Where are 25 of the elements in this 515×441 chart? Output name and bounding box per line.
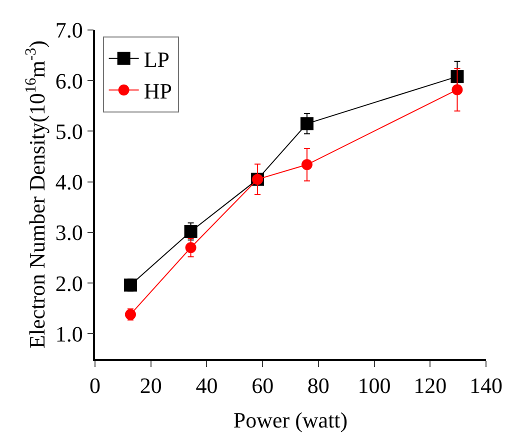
y-tick-label: 7.0 xyxy=(55,18,83,43)
x-tick-label: 80 xyxy=(307,373,330,398)
y-tick-label: 2.0 xyxy=(55,270,83,296)
y-tick-label: 6.0 xyxy=(55,68,83,94)
point xyxy=(184,224,198,238)
point xyxy=(185,242,196,254)
y-tick-label: 1.0 xyxy=(55,321,83,346)
x-tick-label: 60 xyxy=(252,373,274,398)
point xyxy=(450,70,464,84)
point xyxy=(452,84,463,96)
x-tick-label: 140 xyxy=(470,373,502,398)
x-tick-label: 100 xyxy=(358,373,391,398)
x-tick-label: 20 xyxy=(140,373,162,398)
legend-label: HP xyxy=(144,78,172,104)
x-tick-label: 0 xyxy=(90,373,100,398)
legend-label: LP xyxy=(144,46,170,72)
y-tick-label: 3.0 xyxy=(55,220,83,246)
x-tick-label: 120 xyxy=(414,373,447,398)
y-tick-label: 5.0 xyxy=(55,118,83,144)
x-tick-label: 40 xyxy=(196,373,218,398)
point xyxy=(301,159,312,170)
point xyxy=(124,278,137,292)
x-axis-title: Power (watt) xyxy=(233,408,348,433)
point xyxy=(300,117,314,130)
y-tick-label: 4.0 xyxy=(55,170,83,195)
